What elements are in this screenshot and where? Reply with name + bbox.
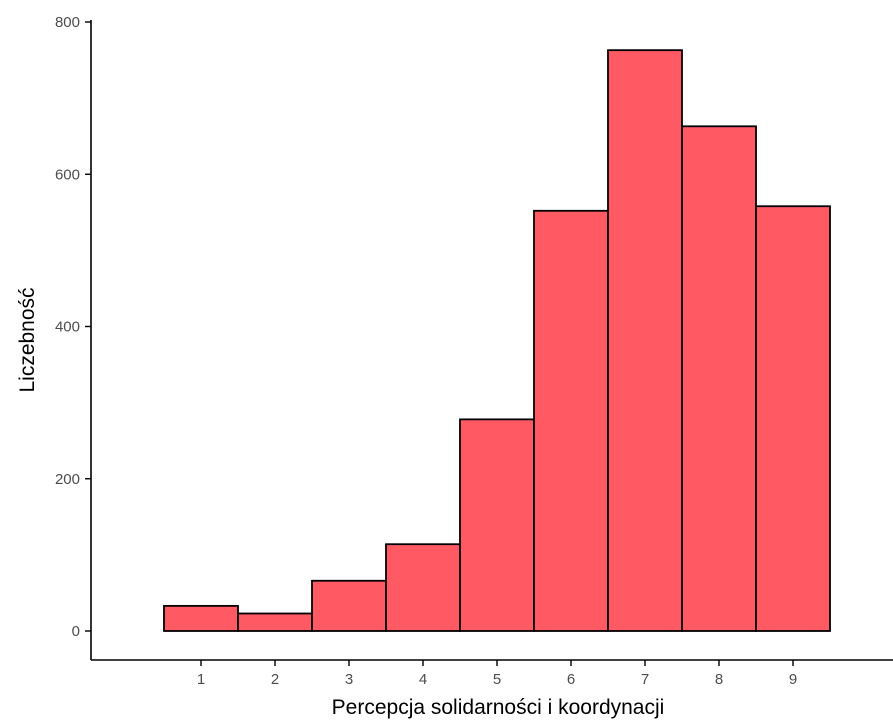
- x-tick-label-4: 4: [419, 671, 427, 688]
- x-tick-label-1: 1: [197, 671, 205, 688]
- x-tick-label-2: 2: [271, 671, 279, 688]
- y-tick-label-400: 400: [55, 319, 80, 336]
- x-axis-title: Percepcja solidarności i koordynacji: [332, 696, 665, 719]
- histogram-bar-9: [755, 205, 831, 632]
- y-tick-label-0: 0: [72, 623, 80, 640]
- histogram-bar-8: [681, 125, 757, 632]
- bars-group: [163, 49, 831, 632]
- histogram-bar-3: [311, 579, 387, 632]
- x-tick-label-9: 9: [789, 671, 797, 688]
- x-tick-label-5: 5: [493, 671, 501, 688]
- y-tick-label-800: 800: [55, 14, 80, 31]
- histogram-bar-5: [459, 418, 535, 632]
- histogram-bar-1: [163, 604, 239, 632]
- x-tick-label-3: 3: [345, 671, 353, 688]
- x-tick-label-7: 7: [641, 671, 649, 688]
- y-tick-label-600: 600: [55, 166, 80, 183]
- x-tick-label-8: 8: [715, 671, 723, 688]
- histogram-bar-7: [607, 49, 683, 632]
- axes-group: [90, 20, 893, 661]
- histogram-bar-2: [237, 612, 313, 632]
- y-axis-title: Liczebność: [16, 287, 39, 392]
- histogram-bar-6: [533, 209, 609, 632]
- histogram-bar-4: [385, 543, 461, 632]
- x-ticks-group: 1 2 3 4 5 6 7 8 9: [197, 660, 797, 688]
- y-tick-label-200: 200: [55, 471, 80, 488]
- y-ticks-group: 0 200 400 600 800: [55, 14, 91, 640]
- x-tick-label-6: 6: [567, 671, 575, 688]
